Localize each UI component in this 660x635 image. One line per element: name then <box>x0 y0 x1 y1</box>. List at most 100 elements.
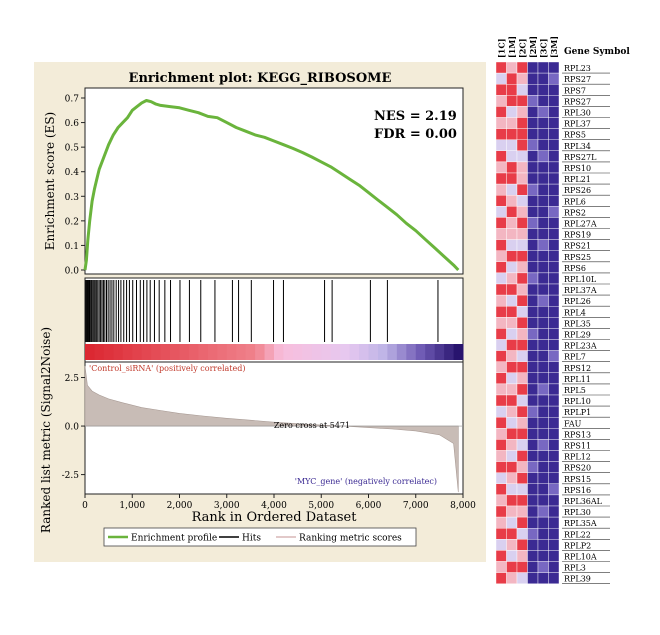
heatmap-row-label: RPL3 <box>564 564 586 573</box>
heatmap-cell <box>516 528 528 540</box>
heatmap-cell <box>506 450 518 462</box>
heatmap-row-label: RPL4 <box>564 308 586 317</box>
heatmap-row-label: RPL6 <box>564 197 586 206</box>
heatmap-cell <box>516 461 528 473</box>
heatmap-cell <box>495 228 507 240</box>
heatmap-cell <box>548 350 560 362</box>
heatmap-cell <box>495 483 507 496</box>
heatmap-cell <box>495 139 507 151</box>
heatmap-cell <box>506 328 518 340</box>
color-bar-segment <box>302 344 313 360</box>
x-tick-label: 8,000 <box>450 501 476 511</box>
heatmap-cell <box>527 294 539 307</box>
heatmap-row-label: RPL30 <box>564 508 591 517</box>
heatmap-cell <box>537 528 549 540</box>
heatmap-cell <box>527 128 539 140</box>
heatmap-row-label: RPL5 <box>564 386 586 395</box>
heatmap-row-label: RPS16 <box>564 486 591 495</box>
color-bar-segment <box>274 344 284 360</box>
color-bar-segment <box>387 344 398 360</box>
color-bar-segment <box>368 344 379 360</box>
heatmap-row-label: RPL36AL <box>564 497 603 506</box>
legend-label-hits: Hits <box>242 534 261 544</box>
heatmap-cell <box>516 394 528 407</box>
color-bar-segment <box>321 344 332 360</box>
color-bar-segment <box>113 344 124 360</box>
heatmap-cell <box>506 516 518 529</box>
heatmap-cell <box>537 172 549 185</box>
heatmap-cell <box>527 461 539 473</box>
heatmap-cell <box>537 206 549 218</box>
heatmap-cell <box>495 405 507 418</box>
heatmap-cell <box>548 306 560 318</box>
heatmap-cell <box>506 84 518 96</box>
heatmap-cell <box>495 150 507 163</box>
heatmap-row-label: RPS7 <box>564 86 586 95</box>
heatmap-cell <box>527 72 539 85</box>
heatmap-cell <box>506 317 518 329</box>
heatmap-row-label: RPL37A <box>564 286 597 295</box>
metric-tick-label: -2.5 <box>62 471 80 481</box>
heatmap-cell <box>495 183 507 196</box>
color-bar-segment <box>311 344 322 360</box>
heatmap-cell <box>495 261 507 274</box>
es-tick-label: 0.7 <box>65 95 80 105</box>
legend-label-ranking: Ranking metric scores <box>299 534 402 544</box>
heatmap-cell <box>506 239 518 251</box>
heatmap-cell <box>537 561 549 573</box>
heatmap-cell <box>506 139 518 151</box>
heatmap-cell <box>506 417 518 429</box>
heatmap-row-label: RPS27 <box>564 75 591 84</box>
heatmap-row-label: RPL23A <box>564 342 597 351</box>
heatmap-cell <box>548 339 560 351</box>
gene-symbol-header: Gene Symbol <box>564 47 630 57</box>
heatmap-cell <box>548 361 560 374</box>
color-bar-segment <box>188 344 199 360</box>
heatmap-cell <box>537 194 549 207</box>
heatmap-cell <box>537 550 549 562</box>
color-bar-segment <box>103 344 114 360</box>
heatmap-cell <box>506 383 518 396</box>
heatmap-cell <box>516 261 528 274</box>
heatmap-cell <box>516 339 528 351</box>
heatmap-cell <box>527 561 539 573</box>
x-tick-label: 3,000 <box>214 501 240 511</box>
es-tick-label: 0.3 <box>65 193 80 203</box>
heatmap-cell <box>516 361 528 374</box>
heatmap-cell <box>537 183 549 196</box>
heatmap-row-label: RPS27 <box>564 97 591 106</box>
heatmap-cell <box>506 250 518 262</box>
heatmap-cell <box>527 283 539 296</box>
es-tick-label: 0.6 <box>65 119 80 129</box>
es-y-ticks: 0.7 0.6 0.5 0.4 0.3 0.2 0.1 0.0 <box>65 95 85 277</box>
heatmap-cell <box>537 472 549 485</box>
heatmap-cell <box>548 217 560 229</box>
heatmap-cell <box>516 228 528 240</box>
metric-tick-label: 0.0 <box>65 423 80 433</box>
heatmap-cell <box>506 183 518 196</box>
heatmap-cell <box>495 461 507 473</box>
heatmap-cell <box>495 539 507 551</box>
heatmap-cell <box>527 139 539 151</box>
heatmap-cell <box>527 472 539 485</box>
heatmap-cell <box>537 394 549 407</box>
heatmap-cell <box>527 405 539 418</box>
color-bar-segment <box>245 344 256 360</box>
heatmap-cell <box>537 350 549 362</box>
heatmap-cell <box>495 84 507 96</box>
nes-annotation: NES = 2.19 <box>374 109 457 124</box>
heatmap-row-label: RPL35 <box>564 319 591 328</box>
heatmap-cell <box>506 394 518 407</box>
heatmap-row-label: RPL10 <box>564 397 591 406</box>
heatmap-cell <box>527 106 539 118</box>
heatmap-cell <box>548 106 560 118</box>
x-tick-label: 5,000 <box>308 501 334 511</box>
heatmap-cell <box>506 528 518 540</box>
heatmap-cell <box>516 550 528 562</box>
heatmap-cell <box>516 483 528 496</box>
heatmap-cell <box>506 405 518 418</box>
es-tick-label: 0.2 <box>65 217 79 227</box>
heatmap-cell <box>516 194 528 207</box>
heatmap-row-label: RPL10L <box>564 275 597 284</box>
fdr-annotation: FDR = 0.00 <box>374 127 457 142</box>
